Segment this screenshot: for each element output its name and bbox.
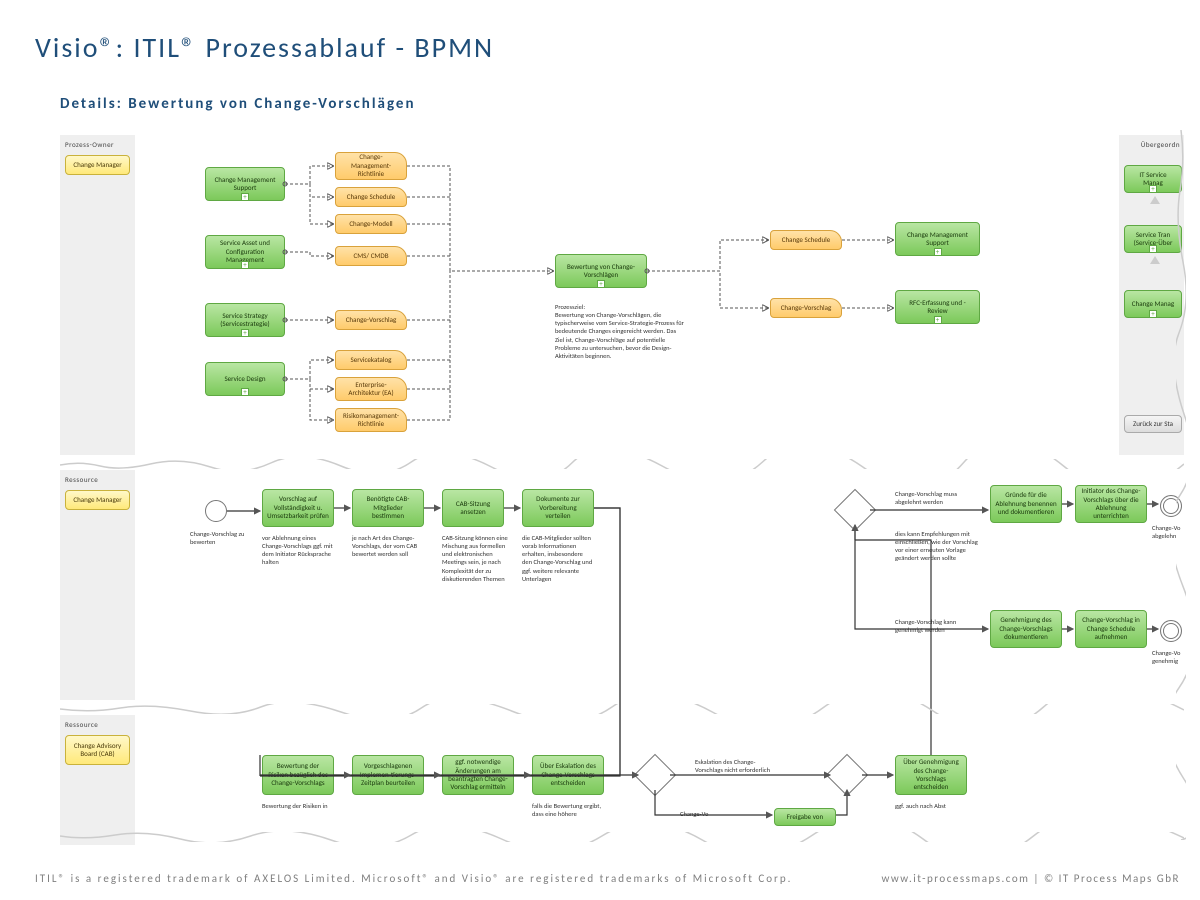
to-4: Change-Vorschlag: [335, 310, 407, 330]
l3-gw1-l: Eskalation des Change-Vorschlags nicht e…: [695, 758, 783, 774]
l2-rj0: Gründe für die Ablehnung benennen und do…: [990, 485, 1062, 523]
tri-0: [1150, 196, 1160, 204]
l3-t3: Über Eskalation des Change-Vorschlags en…: [532, 755, 604, 795]
tlg-2: Service Strategy (Servicestrategie)+: [205, 303, 285, 337]
l2-gateway: [834, 489, 876, 531]
l2-t3: Dokumente zur Vorbereitung verteilen: [522, 489, 594, 527]
to-2: Change-Modell: [335, 214, 407, 234]
l2-start: [205, 500, 227, 522]
center-green: Bewertung von Change-Vorschlägen+: [555, 254, 647, 288]
l3-t0: Bewertung der Risiken bezüglich des Chan…: [262, 755, 334, 795]
footer-right: www.it-processmaps.com | © IT Process Ma…: [881, 872, 1180, 885]
right-col-header: Übergeordn: [1141, 140, 1180, 149]
l2-gw-top: Change-Vorschlag muss abgelehnt werden: [895, 490, 967, 506]
l2-t0d: vor Ablehnung eines Change-Vorschlags gg…: [262, 534, 334, 567]
tro-0: Change Schedule: [770, 230, 842, 250]
lane1-role: Change Manager: [65, 155, 130, 175]
center-desc: Prozessziel: Bewertung von Change-Vorsch…: [555, 303, 685, 360]
tri-1: [1150, 256, 1160, 264]
right-box-1: Service Tran (Service-Über+: [1124, 225, 1182, 253]
l3-t5: Über Genehmigung des Change-Vorschlags e…: [895, 755, 967, 795]
l2-t3d: die CAB-Mitglieder sollten vorab Informa…: [522, 534, 594, 583]
l3-freigabe: Freigabe von: [774, 808, 836, 826]
l2-ap1: Change-Vorschlag in Change Schedule aufn…: [1075, 610, 1147, 648]
l3-gw1-alt: Change-Vo: [680, 810, 730, 818]
l3-t5d: ggf. auch nach Abst: [895, 802, 967, 810]
l3-t2: ggf. notwendige Änderungen am beantragte…: [442, 755, 514, 795]
l2-ap-end-l: Change-Vo genehmig: [1152, 649, 1192, 665]
l2-start-label: Change-Vorschlag zu bewerten: [190, 530, 255, 546]
tlg-3: Service Design+: [205, 362, 285, 396]
back-button[interactable]: Zurück zur Sta: [1124, 415, 1182, 433]
right-box-0: IT Service Manag+: [1124, 165, 1182, 193]
l2-gw-bot: Change-Vorschlag kann genehmigt werden: [895, 618, 967, 634]
l3-t1: Vorgeschlagenen Implemen-tierungs-Zeitpl…: [352, 755, 424, 795]
lane2-role: Change Manager: [65, 490, 130, 510]
lane1-header-bg: [60, 135, 135, 455]
trg-1: RFC-Erfassung und -Review+: [895, 290, 980, 324]
l2-t1d: je nach Art des Change-Vorschlags, der v…: [352, 534, 424, 558]
l3-t0d: Bewertung der Risiken in: [262, 802, 334, 810]
page-title: Visio®: ITIL® Prozessablauf - BPMN: [35, 30, 494, 65]
l2-t1: Benötigte CAB-Mitglieder bestimmen: [352, 489, 424, 527]
lane3-header: Ressource: [65, 720, 98, 729]
to-3: CMS/ CMDB: [335, 246, 407, 266]
lane2-header: Ressource: [65, 475, 98, 484]
tlg-1: Service Asset und Configuration Manageme…: [205, 235, 285, 269]
trg-0: Change Management Support+: [895, 222, 980, 256]
to-1: Change Schedule: [335, 187, 407, 207]
lane1-header: Prozess-Owner: [65, 140, 114, 149]
l2-gw-top-d: dies kann Empfehlungen mit einschließen,…: [895, 530, 987, 563]
l2-rj-end-l: Change-Vo abgelehn: [1152, 524, 1192, 540]
to-6: Enterprise-Architektur (EA): [335, 377, 407, 401]
l2-rj1: Initiator des Change-Vorschlags über die…: [1075, 485, 1147, 523]
to-7: Risikomanagement-Richtlinie: [335, 408, 407, 432]
torn-3: [60, 828, 1184, 838]
l2-ap0: Genehmigung des Change-Vorschlags dokume…: [990, 610, 1062, 648]
torn-v: [1176, 130, 1186, 840]
l2-t0: Vorschlag auf Vollständigkeit u. Umsetzb…: [262, 489, 334, 527]
right-box-2: Change Manag+: [1124, 290, 1182, 318]
l3-gw1: [634, 754, 676, 796]
torn-1: [60, 455, 1184, 465]
to-5: Servicekatalog: [335, 350, 407, 370]
l3-gw2: [826, 754, 868, 796]
l3-t3d: falls die Bewertung ergibt, dass eine hö…: [532, 802, 604, 818]
to-0: Change-Management-Richtlinie: [335, 152, 407, 180]
tlg-0: Change Management Support+: [205, 167, 285, 201]
footer-left: ITIL® is a registered trademark of AXELO…: [35, 872, 792, 885]
l2-t2d: CAB-Sitzung können eine Mischung aus for…: [442, 534, 514, 583]
page-subtitle: Details: Bewertung von Change-Vorschläge…: [60, 95, 416, 113]
l2-t2: CAB-Sitzung ansetzen: [442, 489, 504, 527]
torn-2: [60, 700, 1184, 710]
lane3-role: Change Advisory Board (CAB): [65, 735, 130, 765]
tro-1: Change-Vorschlag: [770, 298, 842, 318]
